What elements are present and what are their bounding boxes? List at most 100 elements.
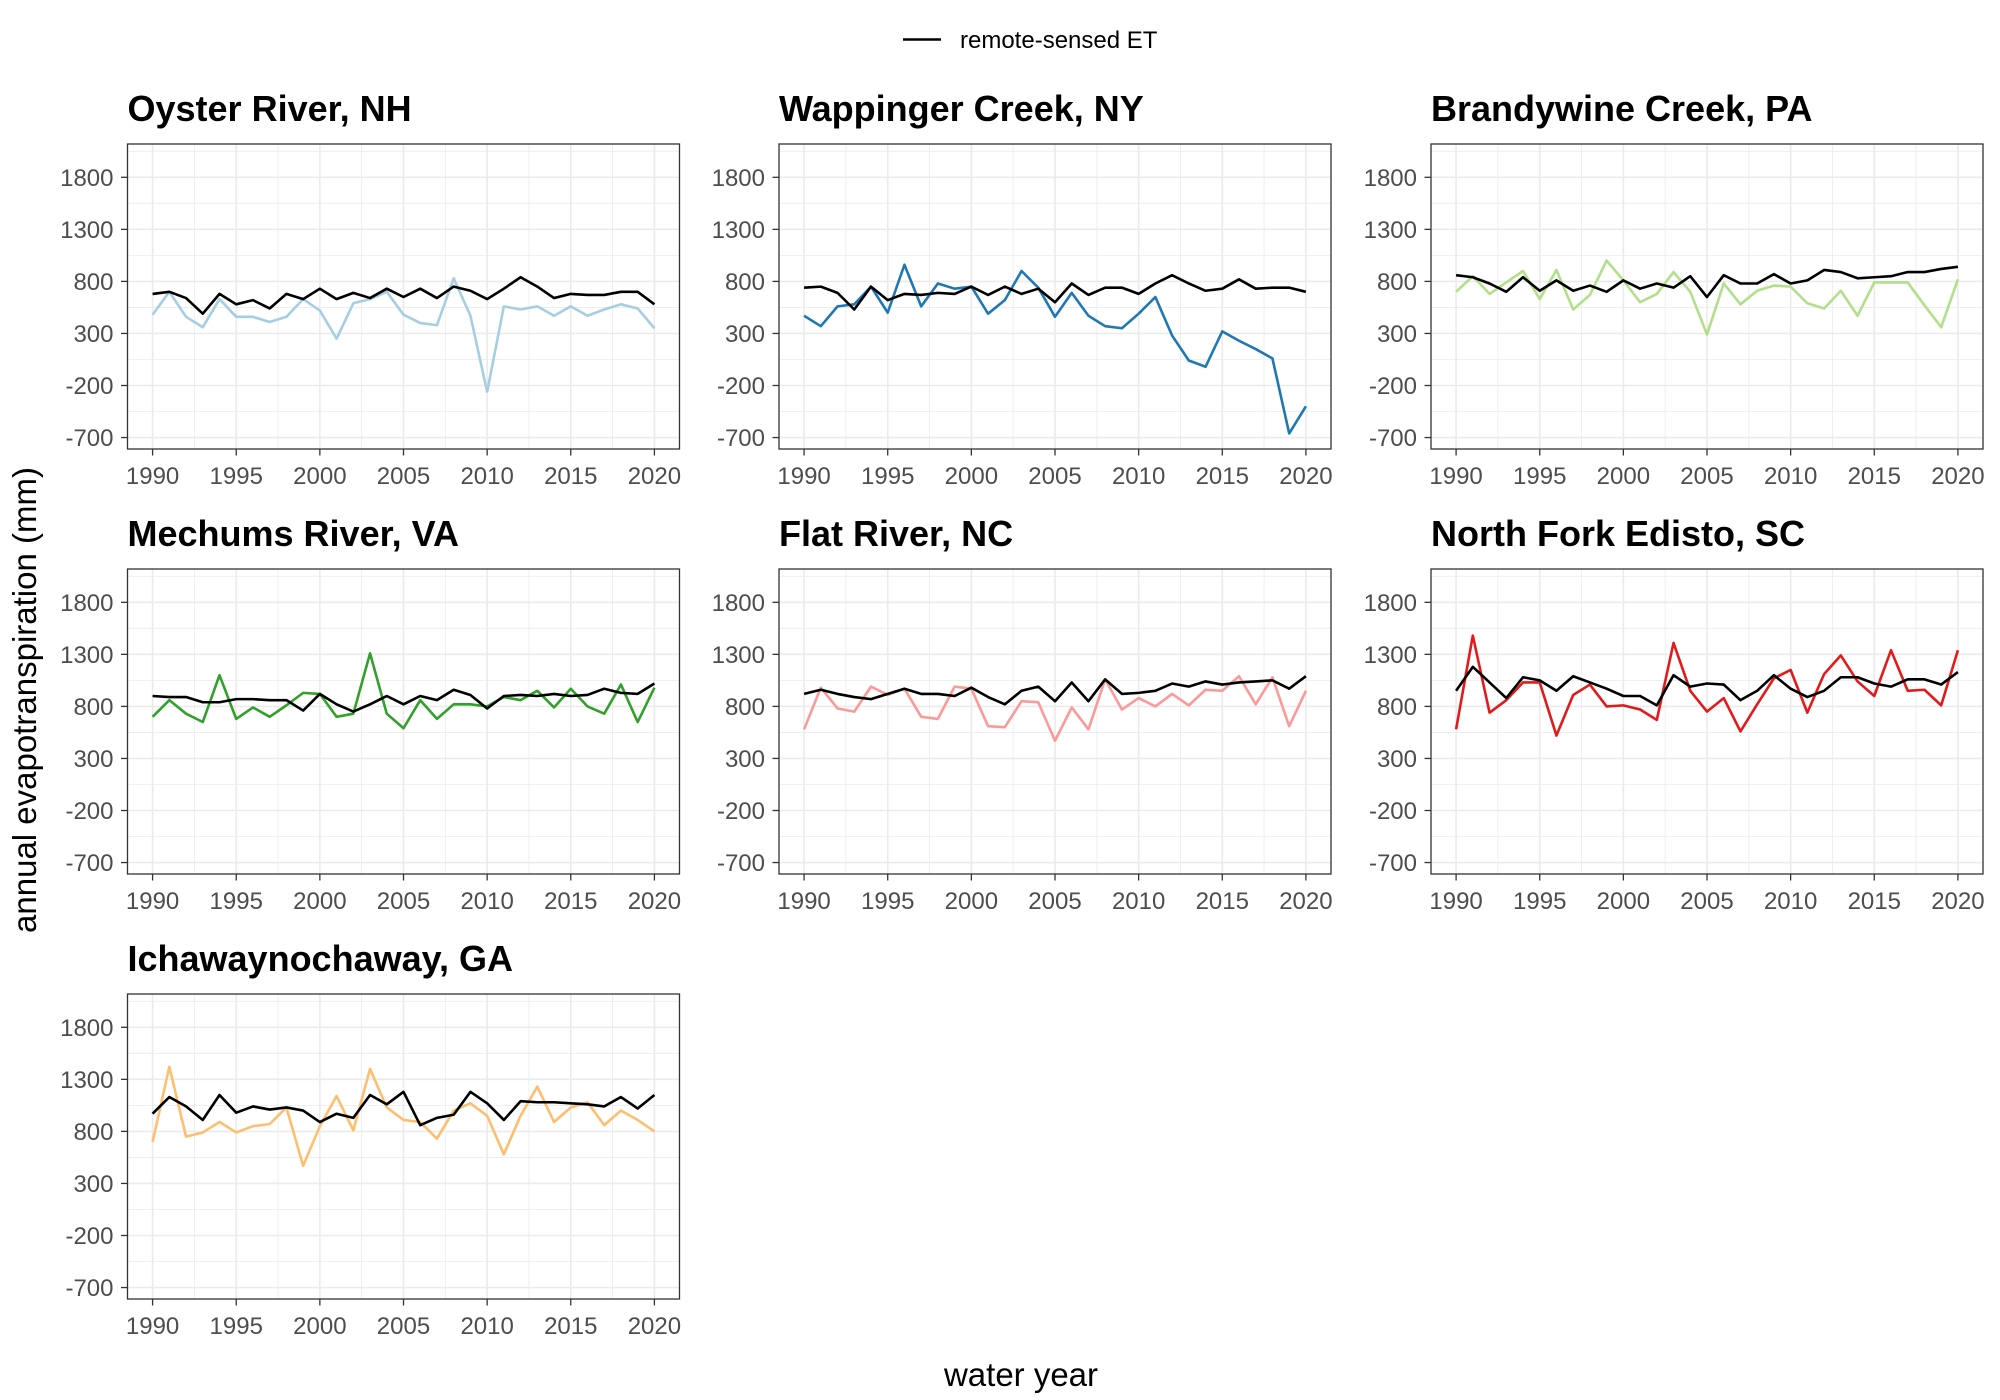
facet-panel-brandywine-creek-pa: -700 -200 300 800 1300 1800 1990 1995 2000 2005 20… <box>1364 88 1985 490</box>
y-axis-label: annual evapotranspiration (mm) <box>6 467 43 933</box>
x-tick-label: 1990 <box>126 1313 179 1340</box>
y-tick-label: 1300 <box>712 217 765 244</box>
x-tick-label: 1995 <box>210 1313 263 1340</box>
facet-panel-ichawaynochaway-ga: -700 -200 300 800 1300 1800 1990 1995 2000 2005 20… <box>60 938 681 1340</box>
x-tick-label: 2000 <box>293 463 346 490</box>
facet-panel-mechums-river-va: -700 -200 300 800 1300 1800 1990 1995 2000 2005 20… <box>60 513 681 915</box>
x-tick-label: 2005 <box>377 463 430 490</box>
x-tick-label: 2015 <box>544 463 597 490</box>
x-tick-label: 1995 <box>1513 888 1566 915</box>
facet-panel-north-fork-edisto-sc: -700 -200 300 800 1300 1800 1990 1995 2000 2005 20… <box>1364 513 1985 915</box>
y-tick-label: -200 <box>65 1223 113 1250</box>
x-tick-label: 2010 <box>460 463 513 490</box>
y-tick-label: -700 <box>717 850 765 877</box>
y-tick-label: 300 <box>73 746 113 773</box>
y-tick-label: 800 <box>725 694 765 721</box>
y-tick-label: 800 <box>725 269 765 296</box>
site-series-line <box>803 263 1308 435</box>
panel-title: Flat River, NC <box>779 513 1013 554</box>
x-tick-label: 1995 <box>861 888 914 915</box>
site-series-line <box>151 1065 656 1168</box>
x-tick-label: 2020 <box>628 1313 681 1340</box>
y-tick-label: 1300 <box>60 642 113 669</box>
y-tick-label: 800 <box>1377 694 1417 721</box>
y-tick-label: 1300 <box>712 642 765 669</box>
y-tick-label: 1800 <box>1364 590 1417 617</box>
panel-title: Wappinger Creek, NY <box>779 88 1144 129</box>
x-tick-label: 2015 <box>1848 888 1901 915</box>
x-tick-label: 2020 <box>1279 888 1332 915</box>
y-tick-label: -700 <box>65 850 113 877</box>
x-tick-label: 2020 <box>1931 888 1984 915</box>
x-tick-label: 2010 <box>460 888 513 915</box>
x-tick-label: 2020 <box>1931 463 1984 490</box>
y-tick-label: 1800 <box>60 1015 113 1042</box>
x-tick-label: 2015 <box>1196 463 1249 490</box>
x-tick-label: 2005 <box>1680 888 1733 915</box>
x-tick-label: 2005 <box>1028 888 1081 915</box>
y-tick-label: 300 <box>725 321 765 348</box>
y-tick-label: 1300 <box>1364 217 1417 244</box>
remote-sensed-et-line <box>1455 265 1959 299</box>
y-tick-label: 300 <box>1377 746 1417 773</box>
remote-sensed-et-line <box>151 1090 656 1127</box>
x-tick-label: 2015 <box>1196 888 1249 915</box>
x-tick-label: 2000 <box>945 888 998 915</box>
x-tick-label: 2000 <box>293 888 346 915</box>
x-tick-label: 1990 <box>126 463 179 490</box>
x-tick-label: 2015 <box>544 1313 597 1340</box>
x-tick-label: 2005 <box>1680 463 1733 490</box>
y-tick-label: 300 <box>725 746 765 773</box>
x-tick-label: 1995 <box>210 888 263 915</box>
x-tick-label: 1990 <box>126 888 179 915</box>
y-tick-label: -200 <box>1369 798 1417 825</box>
y-tick-label: 1800 <box>1364 165 1417 192</box>
y-tick-label: 1800 <box>712 165 765 192</box>
remote-sensed-et-line <box>1455 665 1959 707</box>
x-tick-label: 2015 <box>1848 463 1901 490</box>
x-tick-label: 2015 <box>544 888 597 915</box>
panel-title: Mechums River, VA <box>128 513 459 554</box>
y-tick-label: 1800 <box>60 165 113 192</box>
y-tick-label: -200 <box>717 798 765 825</box>
facet-panel-wappinger-creek-ny: -700 -200 300 800 1300 1800 1990 1995 2000 2005 20… <box>712 88 1333 490</box>
y-tick-label: -200 <box>65 798 113 825</box>
x-tick-label: 1990 <box>777 463 830 490</box>
y-tick-label: 1300 <box>60 1067 113 1094</box>
x-tick-label: 2000 <box>1597 888 1650 915</box>
y-tick-label: 300 <box>1377 321 1417 348</box>
x-tick-label: 2020 <box>628 463 681 490</box>
x-tick-label: 1995 <box>210 463 263 490</box>
panel-title: North Fork Edisto, SC <box>1431 513 1805 554</box>
x-tick-label: 1990 <box>1429 888 1482 915</box>
x-tick-label: 1995 <box>1513 463 1566 490</box>
x-tick-label: 2010 <box>1112 463 1165 490</box>
remote-sensed-et-line <box>803 675 1307 706</box>
y-tick-label: -700 <box>1369 850 1417 877</box>
site-series-line <box>1454 634 1960 737</box>
x-tick-label: 2010 <box>1764 888 1817 915</box>
y-tick-label: 1300 <box>60 217 113 244</box>
y-tick-label: 300 <box>73 321 113 348</box>
y-tick-label: -700 <box>65 425 113 452</box>
y-tick-label: -700 <box>717 425 765 452</box>
y-tick-label: -200 <box>65 373 113 400</box>
facet-panels: -700 -200 300 800 1300 1800 1990 1995 2000 2005 20… <box>60 88 1984 1340</box>
site-series-line <box>151 652 656 730</box>
x-tick-label: 2000 <box>1597 463 1650 490</box>
legend: remote-sensed ET <box>903 27 1158 54</box>
y-tick-label: 800 <box>1377 269 1417 296</box>
facet-panel-flat-river-nc: -700 -200 300 800 1300 1800 1990 1995 2000 2005 20… <box>712 513 1333 915</box>
y-tick-label: 800 <box>73 694 113 721</box>
y-tick-label: 1300 <box>1364 642 1417 669</box>
x-tick-label: 2020 <box>1279 463 1332 490</box>
x-tick-label: 1995 <box>861 463 914 490</box>
x-tick-label: 2005 <box>377 1313 430 1340</box>
x-tick-label: 1990 <box>777 888 830 915</box>
site-series-line <box>1455 259 1960 336</box>
y-tick-label: -700 <box>65 1275 113 1302</box>
panel-title: Ichawaynochaway, GA <box>128 938 513 979</box>
panel-title: Oyster River, NH <box>128 88 412 129</box>
